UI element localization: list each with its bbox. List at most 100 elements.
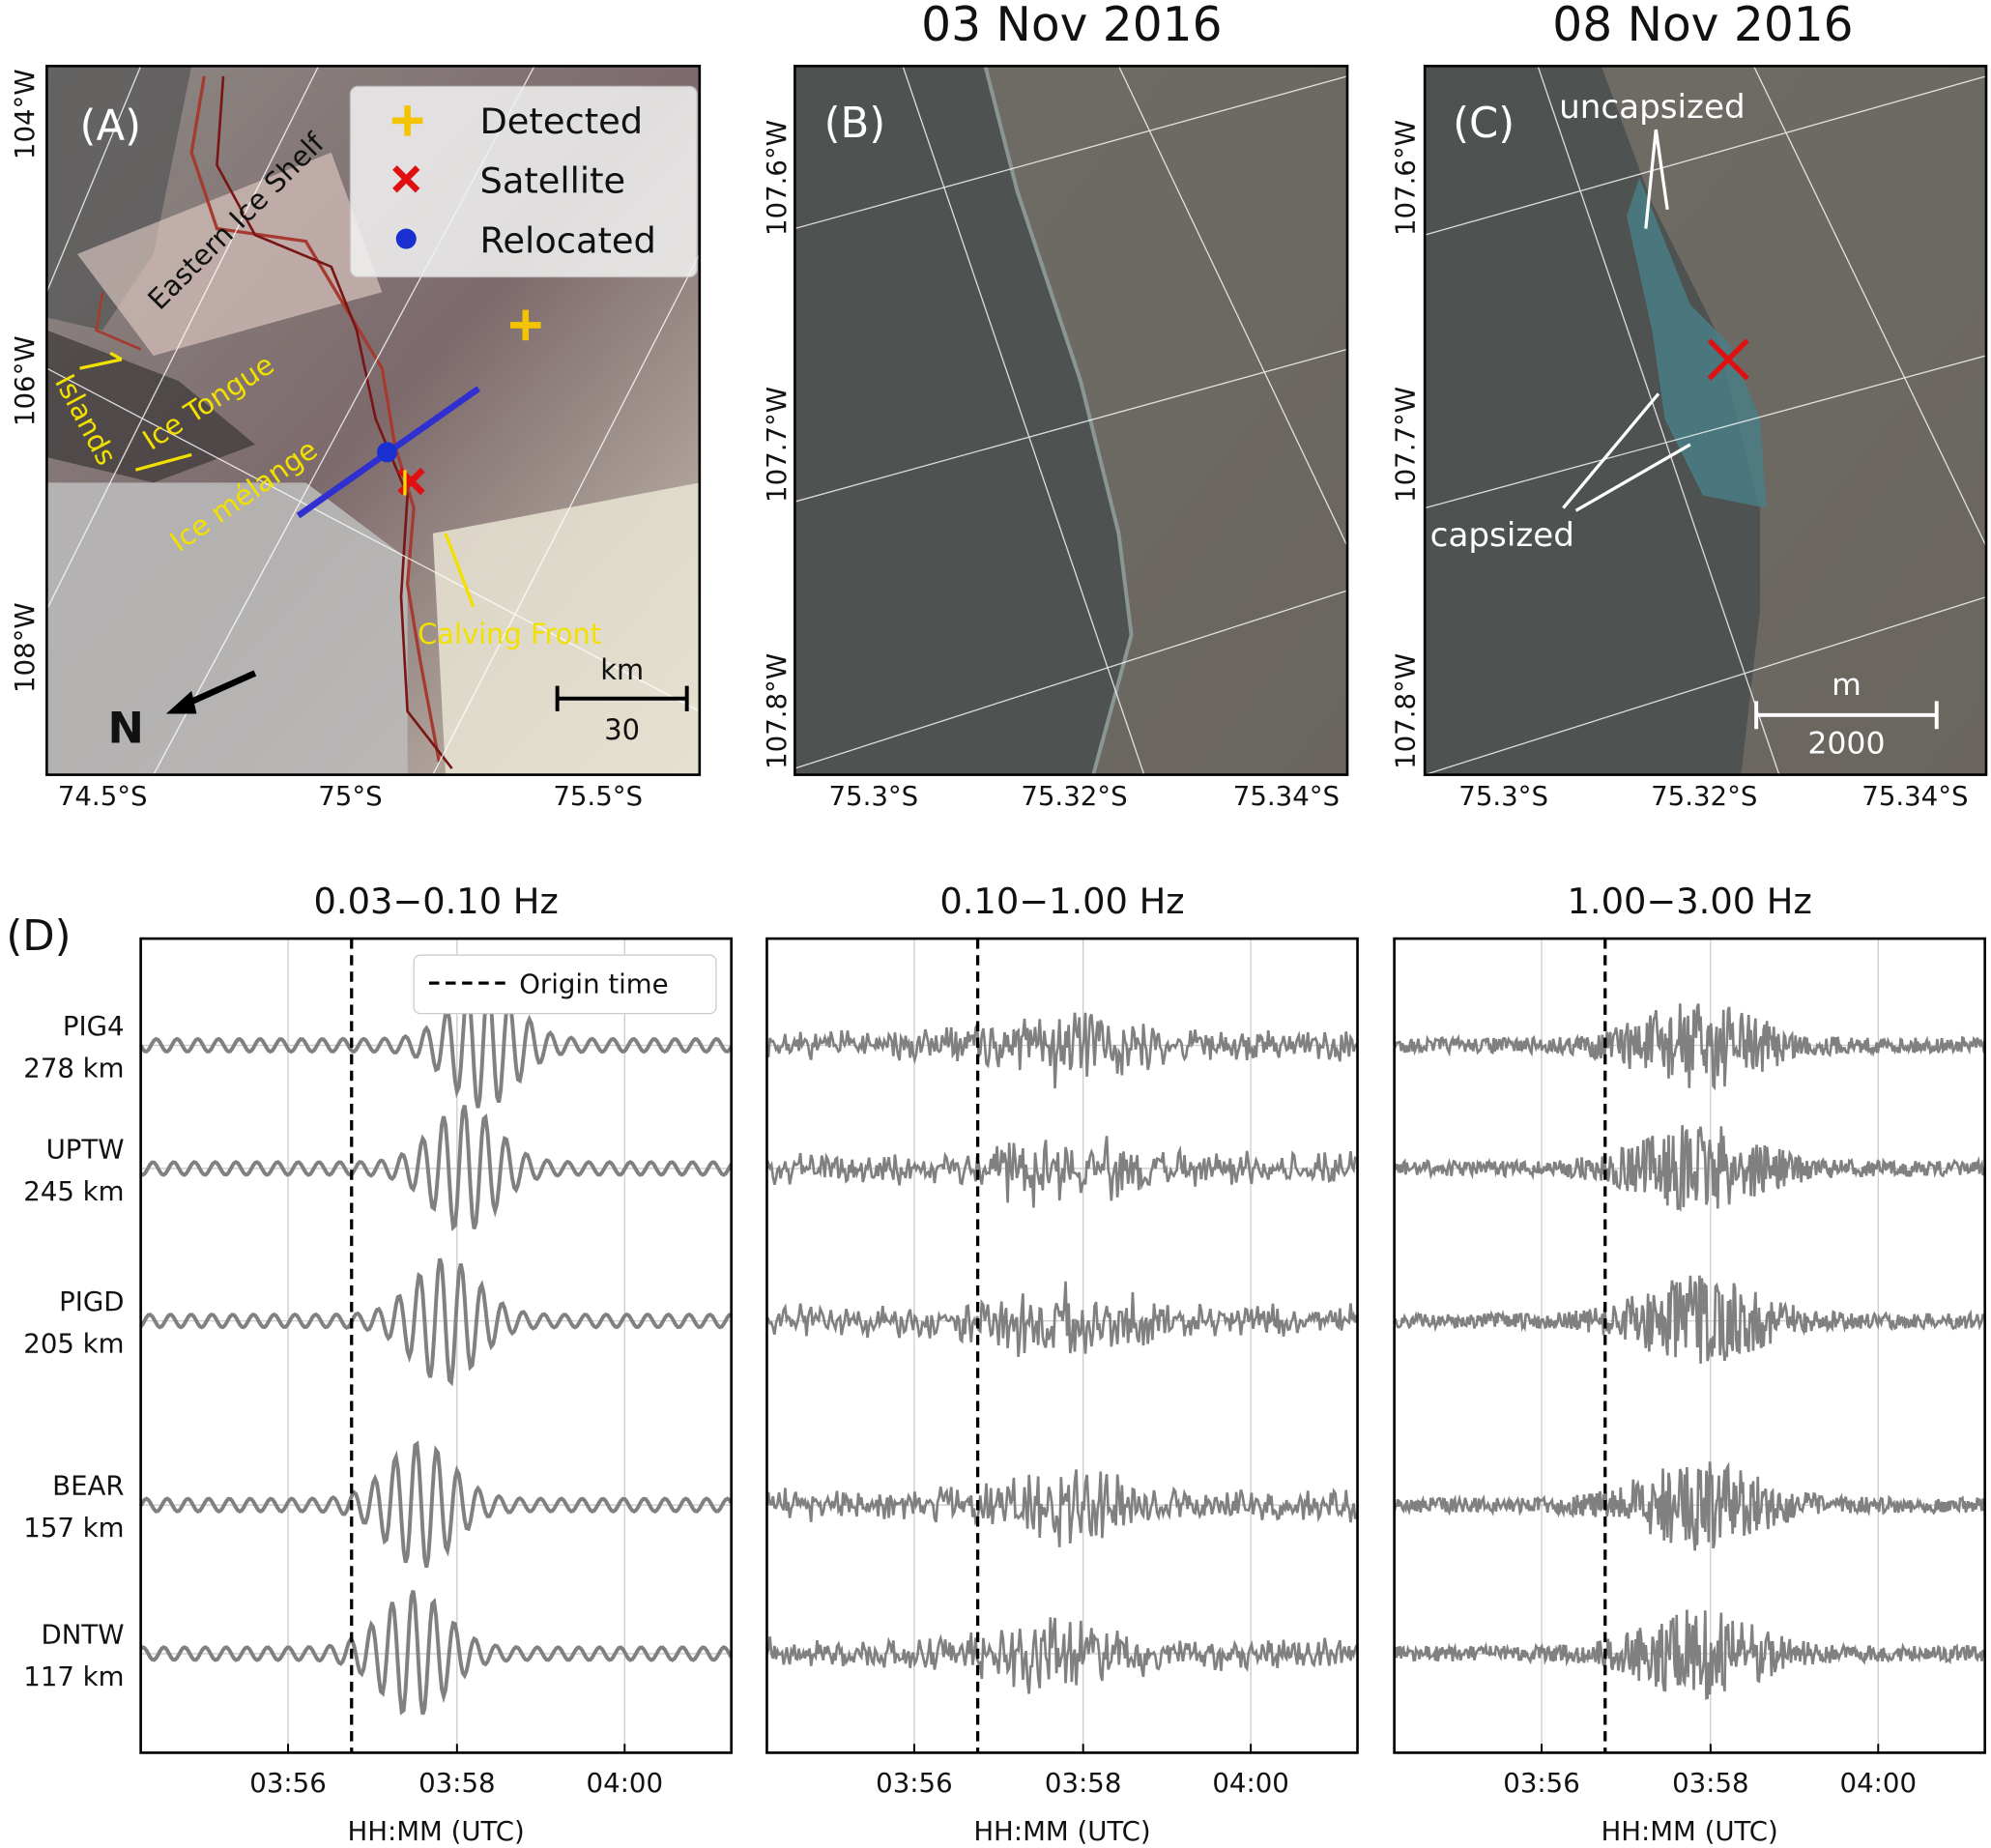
- station-name: PIG4: [63, 1010, 125, 1042]
- annotation-arrow: [79, 351, 476, 608]
- scale-bar: [1754, 701, 1939, 730]
- x-axis-label: HH:MM (UTC): [1601, 1815, 1777, 1847]
- panel-c: 08 Nov 2016 (C) uncapsized capsized m 20…: [1423, 0, 1988, 776]
- y-tick-label: 107.8°W: [1390, 653, 1422, 769]
- map-dark: [46, 66, 192, 331]
- ice-area: [46, 482, 408, 775]
- waveform: [765, 1281, 1359, 1357]
- scale-bar: [555, 685, 689, 711]
- detected-marker: [510, 309, 541, 341]
- frame: [1393, 937, 1986, 1754]
- frame: [1423, 65, 1988, 776]
- scale-unit: m: [1832, 668, 1861, 703]
- station-name: BEAR: [52, 1470, 124, 1502]
- station-name: UPTW: [46, 1133, 125, 1165]
- waveform: [138, 1440, 734, 1569]
- legend-marker: [395, 228, 417, 249]
- scale-value: 2000: [1807, 726, 1885, 761]
- annotation: capsized: [1430, 516, 1574, 555]
- satellite-marker: [1707, 338, 1749, 381]
- north-arrow: [165, 690, 197, 714]
- y-tick-label: 106°W: [9, 335, 41, 426]
- legend-marker: [391, 105, 423, 136]
- relocated-marker: [377, 442, 398, 463]
- frame: [794, 65, 1349, 776]
- x-tick-label: 75.32°S: [1021, 780, 1127, 812]
- ice-edge: [983, 65, 1134, 776]
- legend: [413, 954, 717, 1015]
- y-tick-label: 107.8°W: [761, 653, 793, 769]
- x-tick-label: 03:58: [418, 1767, 495, 1799]
- map-ticks: 104°W 106°W 108°W 74.5°S 75°S 75.5°S 107.6°W 10…: [9, 69, 1968, 812]
- melange-area: [1425, 66, 1761, 775]
- scale-value: 30: [604, 713, 640, 746]
- panel-b: 03 Nov 2016 (B): [794, 0, 1349, 776]
- waveform: [1393, 1003, 1986, 1091]
- waveform: [1394, 1275, 1986, 1364]
- waveform: [765, 1012, 1358, 1089]
- front-line: [216, 75, 453, 769]
- waveform: [1393, 1461, 1986, 1551]
- station-distance: 278 km: [23, 1052, 124, 1083]
- x-tick-label: 04:00: [587, 1767, 663, 1799]
- x-tick-label: 75.34°S: [1861, 780, 1968, 812]
- scale-unit: km: [600, 653, 644, 686]
- front-line: [95, 292, 142, 351]
- north-label: N: [107, 704, 143, 754]
- annotation: Calving Front: [418, 618, 601, 650]
- legend-label: Detected: [479, 101, 643, 142]
- band-title: 0.10−1.00 Hz: [939, 881, 1184, 922]
- frame: [45, 65, 702, 776]
- band-title: 1.00−3.00 Hz: [1568, 881, 1812, 922]
- x-tick-label: 03:58: [1672, 1767, 1748, 1799]
- station-name: DNTW: [42, 1618, 125, 1650]
- waveform: [139, 1590, 734, 1716]
- panel-title: 03 Nov 2016: [921, 0, 1222, 52]
- x-tick-label: 74.5°S: [58, 780, 148, 812]
- x-tick-label: 75.34°S: [1233, 780, 1340, 812]
- waveform: [1393, 1609, 1986, 1700]
- waveform: [1394, 1125, 1986, 1213]
- y-tick-label: 104°W: [9, 69, 41, 159]
- x-axis-label: HH:MM (UTC): [973, 1815, 1150, 1847]
- x-tick-label: 03:56: [1503, 1767, 1579, 1799]
- band-title: 0.03−0.10 Hz: [314, 881, 559, 922]
- x-tick-label: 04:00: [1840, 1767, 1917, 1799]
- x-tick-label: 03:58: [1045, 1767, 1121, 1799]
- frame: [765, 937, 1359, 1754]
- station-distance: 245 km: [23, 1175, 124, 1207]
- waveform: [139, 1105, 734, 1231]
- panel-label: (C): [1453, 100, 1515, 148]
- map-dark: [46, 330, 255, 483]
- waveform: [765, 1469, 1359, 1547]
- panel-a: Detected Satellite Relocated (A) Eastern…: [45, 65, 702, 776]
- x-tick-label: 75.32°S: [1651, 780, 1757, 812]
- ice-shelf: [76, 152, 383, 356]
- front-line: [189, 75, 442, 763]
- x-tick-label: 03:56: [249, 1767, 326, 1799]
- waveform: [139, 1257, 732, 1387]
- station-name: PIGD: [59, 1285, 124, 1317]
- ice-area: [432, 482, 700, 775]
- legend-marker: [392, 165, 420, 193]
- panel-label: (D): [6, 912, 71, 961]
- capsized-ice: [1627, 177, 1767, 508]
- waveform: [138, 979, 734, 1109]
- panel-label: (A): [80, 102, 142, 151]
- y-tick-label: 107.7°W: [761, 387, 793, 503]
- station-distance: 205 km: [23, 1328, 124, 1360]
- frame: [139, 937, 733, 1754]
- station-distance: 157 km: [23, 1512, 124, 1544]
- panel-title: 08 Nov 2016: [1552, 0, 1853, 52]
- x-tick-label: 75.3°S: [828, 780, 918, 812]
- x-tick-label: 75°S: [318, 780, 382, 812]
- x-tick-label: 75.5°S: [553, 780, 643, 812]
- x-tick-label: 03:56: [876, 1767, 952, 1799]
- legend: [349, 85, 698, 278]
- legend-label: Relocated: [479, 220, 655, 262]
- panel-d: (D) PIG4 278 km UPTW 245 km PIGD 205 km BEAR 15…: [6, 881, 1986, 1847]
- annotation: uncapsized: [1559, 88, 1746, 127]
- annotation-arrow: [1562, 129, 1691, 512]
- y-tick-label: 108°W: [9, 602, 41, 693]
